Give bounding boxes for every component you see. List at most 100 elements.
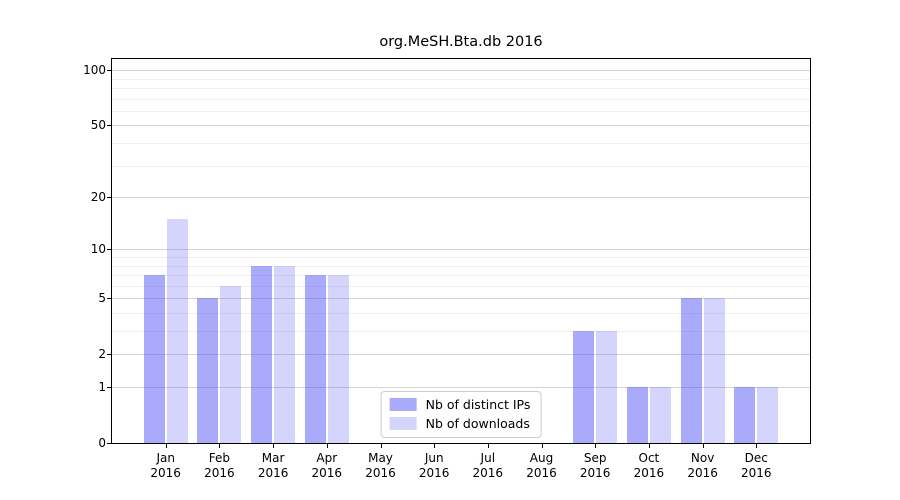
- x-axis-tick-label: Oct 2016: [621, 451, 677, 481]
- bar-downloads: [703, 298, 725, 443]
- major-gridline: [112, 298, 810, 300]
- bar-downloads: [649, 387, 671, 443]
- y-axis-tick-label: 2: [98, 347, 106, 362]
- x-label-year: 2016: [311, 466, 343, 480]
- x-axis-tick-label: Mar 2016: [245, 451, 301, 481]
- bar-distinct-ips: [304, 275, 326, 443]
- legend-label-downloads: Nb of downloads: [425, 416, 530, 431]
- major-gridline: [112, 249, 810, 251]
- x-label-year: 2016: [472, 466, 504, 480]
- bar-downloads: [757, 387, 779, 443]
- x-label-month: Apr: [316, 451, 338, 465]
- x-label-month: Dec: [744, 451, 768, 465]
- x-axis-tick: [756, 444, 758, 448]
- x-label-year: 2016: [526, 466, 557, 480]
- x-label-month: Feb: [208, 451, 231, 465]
- x-axis-tick: [165, 444, 167, 448]
- x-axis-tick: [648, 444, 650, 448]
- x-axis-tick: [595, 444, 597, 448]
- x-label-year: 2016: [365, 466, 396, 480]
- minor-gridline: [112, 275, 810, 276]
- x-label-year: 2016: [687, 466, 718, 480]
- minor-gridline: [112, 98, 810, 100]
- legend-label-distinct-ips: Nb of distinct IPs: [425, 397, 531, 412]
- x-axis-tick-label: Jun 2016: [406, 451, 462, 481]
- major-gridline: [112, 197, 810, 199]
- legend-entry-distinct-ips: Nb of distinct IPs: [389, 397, 531, 412]
- x-label-month: Nov: [690, 451, 715, 465]
- x-axis-tick: [541, 444, 543, 448]
- plot-area: 0 1 2 5 10 20 50 100 Jan 2016 Feb 2016 Mar 2016 Apr 201…: [83, 58, 811, 480]
- bar-distinct-ips: [626, 387, 648, 443]
- x-label-year: 2016: [257, 466, 289, 480]
- x-axis-tick-label: Jul 2016: [460, 451, 516, 481]
- minor-gridline: [112, 78, 810, 80]
- bar-downloads: [596, 331, 618, 443]
- minor-gridline: [112, 143, 810, 144]
- bar-distinct-ips: [680, 298, 702, 443]
- y-axis-tick: [107, 125, 111, 127]
- y-axis-tick-label: 10: [90, 242, 106, 257]
- y-axis-tick: [107, 387, 111, 388]
- y-axis-tick-label: 1: [98, 380, 106, 394]
- y-axis-tick: [107, 197, 111, 199]
- major-gridline: [112, 354, 810, 356]
- x-label-year: 2016: [150, 466, 181, 480]
- x-axis-tick: [434, 444, 436, 448]
- x-label-month: Jul: [480, 451, 496, 465]
- x-label-month: Mar: [261, 451, 285, 465]
- legend-entry-downloads: Nb of downloads: [389, 416, 531, 431]
- y-axis-tick-label: 100: [83, 63, 106, 78]
- legend-swatch-downloads: [389, 417, 417, 430]
- x-axis-tick-label: May 2016: [353, 451, 409, 481]
- minor-gridline: [112, 110, 810, 112]
- x-label-year: 2016: [418, 466, 450, 480]
- x-axis-tick-label: Nov 2016: [675, 451, 731, 481]
- x-label-year: 2016: [633, 466, 665, 480]
- y-axis-tick: [107, 249, 111, 251]
- bar-downloads: [327, 275, 349, 443]
- minor-gridline: [112, 265, 810, 267]
- minor-gridline: [112, 331, 810, 332]
- minor-gridline: [112, 165, 810, 167]
- x-label-month: Jun: [424, 451, 444, 465]
- bar-distinct-ips: [251, 265, 273, 443]
- major-gridline: [112, 70, 810, 72]
- y-axis-tick: [107, 354, 111, 356]
- bar-distinct-ips: [143, 275, 165, 443]
- y-axis-tick-label: 50: [90, 118, 106, 133]
- minor-gridline: [112, 88, 810, 89]
- x-axis-tick: [702, 444, 704, 448]
- major-gridline: [112, 125, 810, 127]
- x-axis-tick: [487, 444, 489, 448]
- x-axis-tick: [326, 444, 328, 448]
- bar-downloads: [220, 285, 242, 443]
- x-axis-tick: [380, 444, 382, 448]
- x-axis-tick-label: Aug 2016: [514, 451, 570, 481]
- y-axis-tick-label: 20: [90, 190, 106, 205]
- bar-downloads: [274, 265, 296, 443]
- x-axis-tick-label: Dec 2016: [728, 451, 784, 481]
- x-label-month: Oct: [638, 451, 660, 465]
- y-axis-tick: [107, 443, 111, 444]
- y-axis-tick: [107, 70, 111, 72]
- minor-gridline: [112, 257, 810, 258]
- x-axis-tick-label: Feb 2016: [191, 451, 247, 481]
- major-gridline: [112, 387, 810, 388]
- x-axis-tick: [219, 444, 221, 448]
- chart-title: org.MeSH.Bta.db 2016: [379, 34, 543, 50]
- y-axis-tick-label: 5: [98, 291, 106, 306]
- y-axis-tick-label: 0: [98, 436, 106, 450]
- minor-gridline: [112, 285, 810, 287]
- bar-downloads: [166, 219, 188, 443]
- legend-swatch-distinct-ips: [389, 398, 417, 411]
- legend: Nb of distinct IPs Nb of downloads: [380, 391, 542, 438]
- x-axis-tick-label: Sep 2016: [567, 451, 623, 481]
- x-label-month: Jan: [156, 451, 175, 465]
- x-axis-tick-label: Jan 2016: [138, 451, 194, 481]
- minor-gridline: [112, 313, 810, 314]
- x-label-month: May: [368, 451, 393, 465]
- x-label-month: Sep: [583, 451, 607, 465]
- x-label-year: 2016: [741, 466, 772, 480]
